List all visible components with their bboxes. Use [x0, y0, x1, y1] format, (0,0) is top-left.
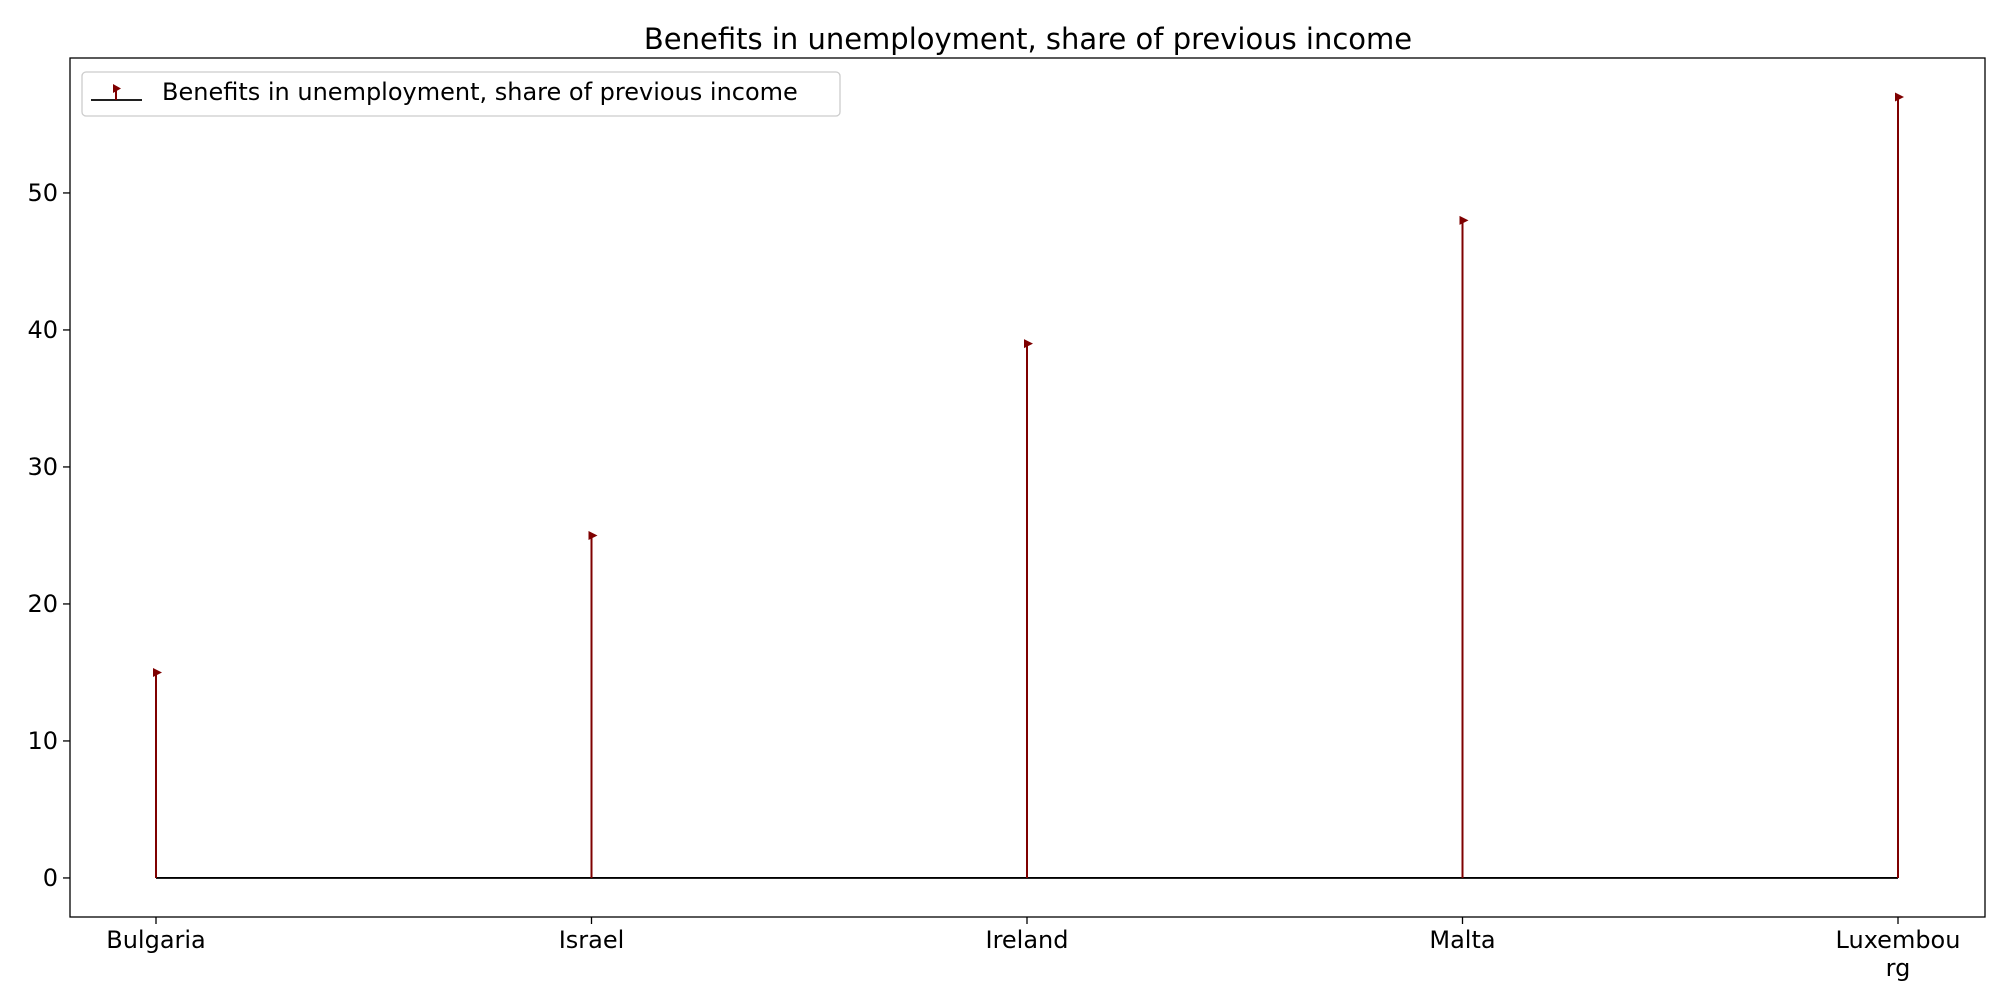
legend-marker-swatch: [113, 84, 121, 93]
legend-label: Benefits in unemployment, share of previ…: [162, 78, 798, 106]
x-tick-label: Ireland: [985, 926, 1068, 954]
y-tick-label: 20: [27, 590, 58, 618]
x-tick-label: Israel: [559, 926, 625, 954]
stems-layer: [153, 92, 1904, 878]
x-tick-label: Luxembou rg: [1836, 926, 1961, 982]
chart-title: Benefits in unemployment, share of previ…: [644, 22, 1412, 56]
y-tick-label: 40: [27, 316, 58, 344]
y-tick-label: 0: [43, 864, 58, 892]
x-tick-label: Malta: [1429, 926, 1495, 954]
y-tick-label: 30: [27, 453, 58, 481]
y-tick-label: 10: [27, 727, 58, 755]
y-axis: 0 10 20 30 40 50: [27, 179, 70, 892]
legend: Benefits in unemployment, share of previ…: [81, 71, 841, 117]
x-tick-label: Bulgaria: [106, 926, 206, 954]
stem-marker: [588, 530, 598, 540]
stem-marker: [153, 667, 162, 677]
legend-box: [81, 71, 841, 117]
stem-marker: [1459, 215, 1469, 225]
y-tick-label: 50: [27, 179, 58, 207]
x-axis: Bulgaria Israel Ireland Malta Luxembou rg: [106, 917, 1960, 982]
stem-marker: [1895, 92, 1904, 102]
stem-marker: [1024, 339, 1033, 349]
